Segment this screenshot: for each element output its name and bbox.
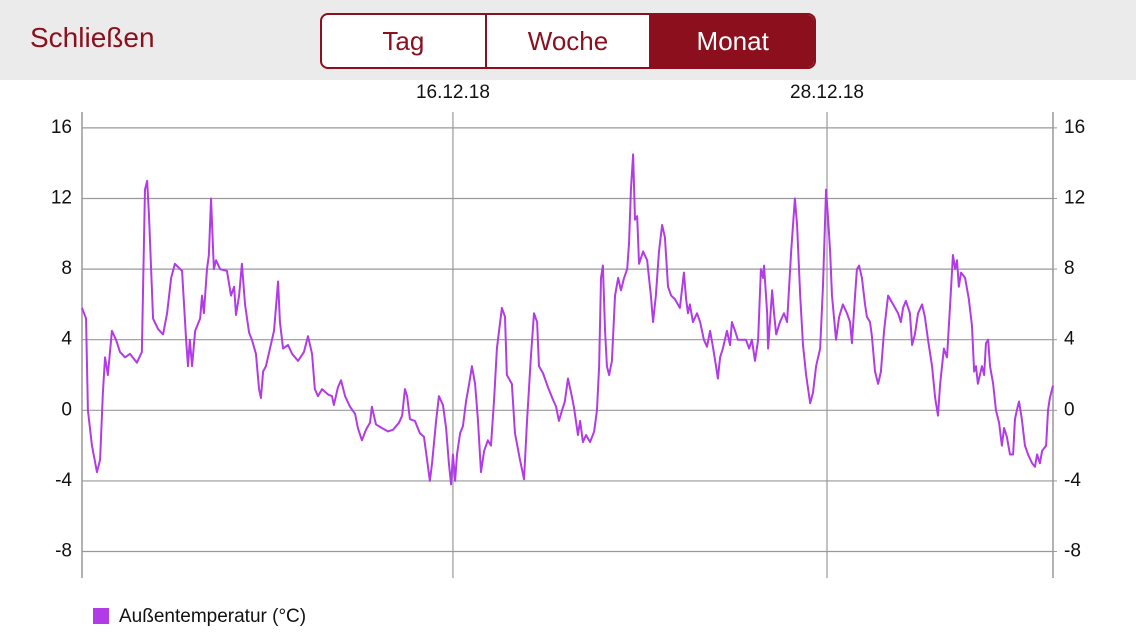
legend-label: Außentemperatur (°C) bbox=[119, 606, 306, 627]
segmented-control: Tag Woche Monat bbox=[320, 13, 816, 69]
y-tick-label: 12 bbox=[51, 188, 72, 209]
y2-tick-label: 16 bbox=[1064, 117, 1085, 138]
y-tick-label: -8 bbox=[55, 541, 72, 562]
tab[interactable]: Tag bbox=[382, 25, 425, 56]
tab[interactable]: Monat bbox=[649, 15, 814, 67]
y-tick-label: -4 bbox=[55, 470, 72, 491]
toolbar: Schließen Tag Woche Monat bbox=[0, 0, 1136, 80]
y-tick-label: 4 bbox=[61, 329, 72, 350]
y2-tick-label: 0 bbox=[1064, 399, 1075, 420]
x-tick-label: 16.12.18 bbox=[416, 82, 490, 103]
legend-swatch bbox=[93, 608, 109, 624]
y-tick-label: 16 bbox=[51, 117, 72, 138]
y2-tick-label: -4 bbox=[1064, 470, 1081, 491]
data-line bbox=[81, 153, 1054, 486]
y2-tick-label: 4 bbox=[1064, 329, 1075, 350]
x-tick-label: 28.12.18 bbox=[790, 82, 864, 103]
y2-tick-label: 8 bbox=[1064, 258, 1075, 279]
y-tick-label: 8 bbox=[61, 258, 72, 279]
tab[interactable]: Woche bbox=[484, 15, 650, 67]
y2-tick-label: -8 bbox=[1064, 541, 1081, 562]
y-tick-label: 0 bbox=[61, 399, 72, 420]
chart: 16 12 8 4 0 -4 -8 16 12 8 4 0 -4 -8 16.12.18 28.12.18 Au… bbox=[51, 82, 1085, 627]
close-button[interactable]: Schließen bbox=[30, 22, 155, 53]
y2-tick-label: 12 bbox=[1064, 188, 1085, 209]
